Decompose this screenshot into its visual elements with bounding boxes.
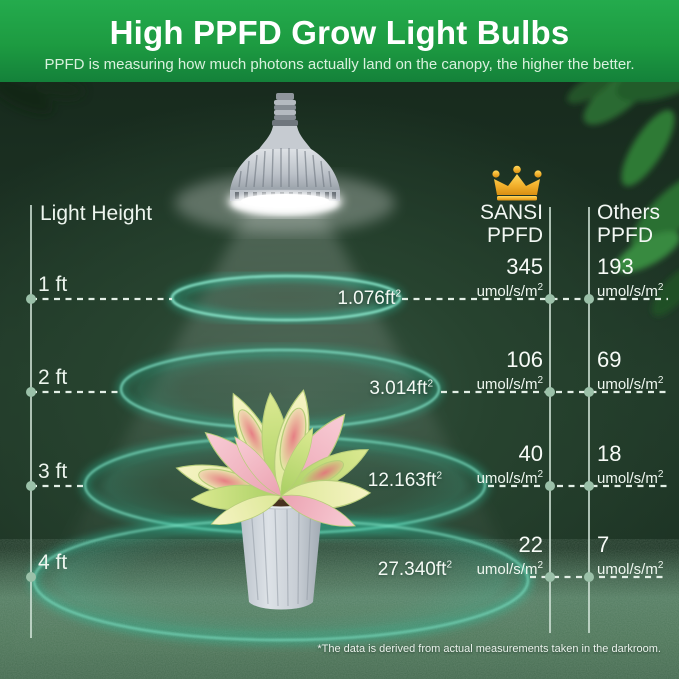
sansi-value-3ft: 40 xyxy=(518,441,543,466)
sansi-value-1ft: 345 xyxy=(506,254,543,279)
height-label-3ft: 3 ft xyxy=(38,460,68,483)
plant-leaves xyxy=(172,386,375,536)
area-sup: 2 xyxy=(427,378,433,390)
others-unit-3ft: umol/s/m2 xyxy=(597,466,679,487)
others-unit-2ft: umol/s/m2 xyxy=(597,372,679,393)
sansi-brand: SANSI xyxy=(479,201,543,224)
unit-sup: 2 xyxy=(537,375,543,386)
area-sup: 2 xyxy=(395,288,401,300)
unit-text: umol/s/m xyxy=(597,470,658,487)
sansi-unit-1ft: umol/s/m2 xyxy=(413,279,543,300)
area-sup: 2 xyxy=(446,559,452,571)
coverage-area-label-1ft: 1.076ft2 xyxy=(271,288,401,310)
sansi-unit-3ft: umol/s/m2 xyxy=(413,466,543,487)
page-title: High PPFD Grow Light Bulbs xyxy=(109,14,570,51)
column-header-sansi: SANSI PPFD xyxy=(443,201,543,247)
others-value-3ft: 18 xyxy=(597,441,622,466)
height-label-1ft: 1 ft xyxy=(38,273,68,296)
soil-pebbles xyxy=(259,491,303,505)
height-label-2ft: 2 ft xyxy=(38,366,68,389)
coverage-area-label-2ft: 3.014ft2 xyxy=(303,378,433,400)
coverage-area-label-4ft: 27.340ft2 xyxy=(322,559,452,581)
area-sup: 2 xyxy=(436,470,442,482)
unit-text: umol/s/m xyxy=(476,283,538,300)
plant-pot xyxy=(237,488,325,610)
unit-sup: 2 xyxy=(657,375,664,386)
unit-sup: 2 xyxy=(537,560,543,571)
others-value-4ft: 7 xyxy=(597,532,610,557)
sansi-value-4ft: 22 xyxy=(518,532,543,557)
coverage-area-label-3ft: 12.163ft2 xyxy=(312,470,442,492)
sansi-unit-2ft: umol/s/m2 xyxy=(413,372,543,393)
unit-text: umol/s/m xyxy=(597,283,658,300)
unit-text: umol/s/m xyxy=(597,376,658,393)
others-value-1ft: 193 xyxy=(597,254,634,279)
unit-text: umol/s/m xyxy=(476,561,538,578)
unit-sup: 2 xyxy=(537,282,543,293)
crown-icon xyxy=(492,165,542,201)
area-value: 12.163ft xyxy=(367,470,437,491)
area-value: 1.076ft xyxy=(337,288,396,309)
unit-text: umol/s/m xyxy=(476,376,538,393)
unit-sup: 2 xyxy=(657,282,664,293)
others-value-2ft: 69 xyxy=(597,347,622,372)
sansi-unit-4ft: umol/s/m2 xyxy=(413,557,543,578)
sansi-metric: PPFD xyxy=(486,224,543,247)
others-unit-1ft: umol/s/m2 xyxy=(597,279,679,300)
sansi-value-2ft: 106 xyxy=(506,347,543,372)
others-metric: PPFD xyxy=(597,224,654,247)
others-brand: Others xyxy=(597,201,661,224)
area-value: 3.014ft xyxy=(369,378,428,399)
area-value: 27.340ft xyxy=(377,559,447,580)
grow-light-bulb xyxy=(230,93,340,214)
header-banner: High PPFD Grow Light Bulbs PPFD is measu… xyxy=(0,0,679,82)
dashed-guides xyxy=(31,297,668,579)
column-header-others: Others PPFD xyxy=(597,201,679,247)
axis-label-light-height: Light Height xyxy=(40,202,153,225)
others-unit-4ft: umol/s/m2 xyxy=(597,557,679,578)
unit-sup: 2 xyxy=(657,469,664,480)
height-label-4ft: 4 ft xyxy=(38,551,68,574)
unit-sup: 2 xyxy=(537,469,543,480)
footnote: *The data is derived from actual measure… xyxy=(317,643,661,655)
unit-text: umol/s/m xyxy=(476,470,538,487)
unit-sup: 2 xyxy=(657,560,664,571)
unit-text: umol/s/m xyxy=(597,561,658,578)
page-subtitle: PPFD is measuring how much photons actua… xyxy=(44,56,635,73)
